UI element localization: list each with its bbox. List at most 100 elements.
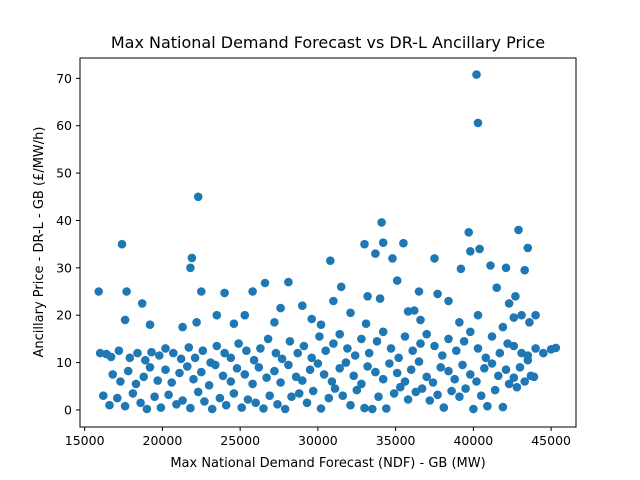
data-point: [307, 314, 317, 324]
x-tick-label: 20000: [143, 433, 183, 448]
data-point: [382, 404, 391, 413]
data-point: [498, 322, 508, 332]
data-point: [94, 287, 103, 296]
data-point: [169, 348, 178, 358]
y-tick-label: 70: [56, 71, 72, 86]
data-point: [248, 287, 257, 296]
data-point: [113, 393, 122, 403]
data-point: [517, 310, 526, 320]
data-point: [229, 319, 239, 329]
data-point: [375, 294, 385, 303]
data-point: [106, 352, 116, 362]
data-point: [515, 363, 525, 372]
data-point: [511, 292, 520, 301]
data-point: [291, 372, 301, 382]
data-point: [389, 389, 399, 398]
data-point: [386, 344, 396, 353]
data-point: [240, 370, 250, 379]
data-point: [438, 351, 447, 360]
data-point: [416, 339, 425, 348]
data-point: [123, 366, 133, 376]
data-point: [176, 354, 186, 364]
data-point: [108, 370, 117, 379]
data-point: [145, 363, 155, 372]
data-point: [263, 334, 273, 344]
data-point: [439, 403, 449, 412]
data-point: [456, 264, 466, 274]
data-point: [200, 397, 209, 406]
data-point: [336, 282, 346, 292]
data-point: [271, 348, 281, 358]
data-point: [133, 348, 142, 358]
y-tick-label: 0: [64, 402, 72, 417]
data-point: [472, 377, 481, 386]
data-point: [298, 376, 307, 385]
data-point: [378, 374, 388, 384]
data-point: [428, 378, 438, 387]
data-point: [265, 391, 275, 401]
data-point: [341, 358, 351, 367]
y-axis-label: Ancillary Price - DR-L - GB (£/MW/h): [32, 127, 47, 358]
data-point: [416, 315, 425, 325]
data-point: [187, 253, 197, 263]
data-point: [186, 403, 195, 413]
data-point: [388, 254, 397, 263]
data-point: [105, 400, 114, 410]
data-point: [190, 353, 200, 363]
data-points: [94, 70, 561, 414]
data-point: [357, 379, 366, 389]
data-point: [172, 400, 181, 409]
data-point: [444, 296, 453, 306]
data-point: [114, 346, 124, 356]
data-point: [141, 355, 150, 365]
data-point: [335, 329, 345, 339]
data-point: [293, 348, 303, 358]
data-point: [220, 288, 229, 298]
data-point: [501, 263, 511, 273]
data-point: [368, 404, 377, 414]
data-point: [189, 374, 198, 384]
data-point: [357, 334, 366, 344]
data-point: [99, 391, 108, 401]
data-point: [430, 254, 439, 263]
data-point: [486, 261, 495, 270]
y-tick-label: 30: [56, 260, 72, 275]
data-point: [459, 337, 469, 346]
data-point: [186, 263, 195, 273]
y-tick-label: 50: [56, 166, 72, 181]
data-point: [270, 366, 279, 376]
data-point: [287, 392, 296, 402]
data-point: [455, 318, 464, 327]
data-point: [128, 389, 138, 398]
data-point: [346, 308, 355, 318]
data-point: [276, 378, 285, 387]
data-point: [329, 296, 338, 306]
data-point: [396, 382, 405, 392]
data-point: [299, 341, 309, 351]
data-point: [433, 289, 442, 299]
data-point: [531, 344, 540, 353]
data-point: [142, 404, 152, 414]
data-point: [473, 344, 483, 353]
data-point: [207, 404, 217, 414]
data-point: [221, 400, 231, 410]
data-point: [472, 70, 481, 79]
x-axis: 15000 20000 25000 30000 35000 40000 45000: [65, 427, 571, 448]
data-point: [466, 370, 475, 379]
data-point: [116, 377, 125, 386]
x-tick-label: 30000: [298, 433, 338, 448]
data-point: [183, 362, 192, 371]
data-point: [371, 367, 380, 377]
data-point: [315, 332, 324, 341]
data-point: [294, 389, 304, 398]
data-point: [551, 343, 561, 353]
data-point: [501, 365, 511, 375]
data-point: [425, 396, 435, 405]
data-point: [403, 395, 413, 404]
data-point: [251, 398, 260, 408]
data-point: [399, 238, 408, 248]
data-point: [131, 379, 141, 389]
data-point: [218, 371, 228, 381]
data-point: [363, 362, 372, 371]
data-point: [475, 244, 484, 254]
